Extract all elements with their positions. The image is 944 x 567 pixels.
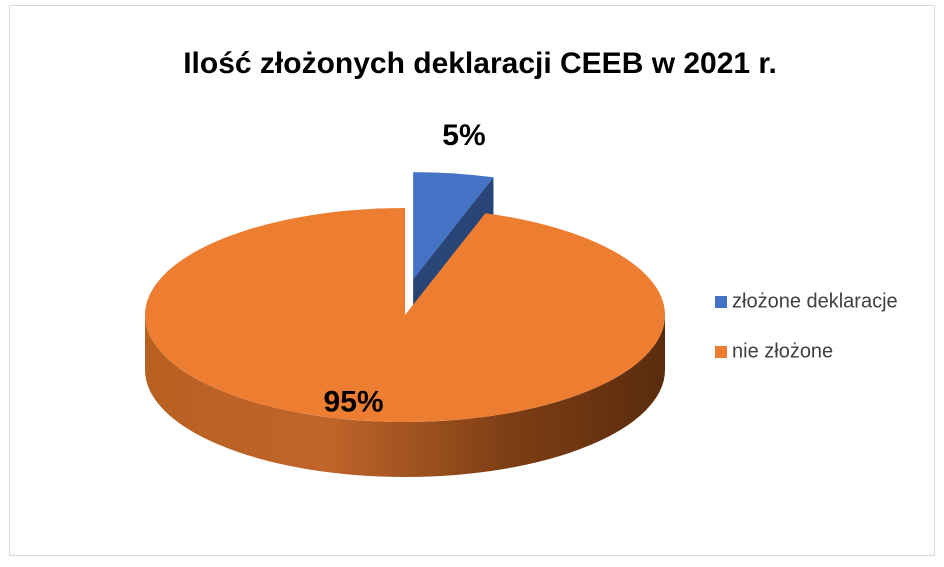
data-label: 5% bbox=[442, 119, 485, 152]
legend-label: złożone deklaracje bbox=[732, 290, 898, 312]
chart-title: Ilość złożonych deklaracji CEEB w 2021 r… bbox=[183, 47, 777, 80]
legend-swatch bbox=[715, 346, 727, 358]
data-label: 95% bbox=[324, 386, 384, 419]
pie-slice bbox=[144, 208, 665, 423]
legend-label: nie złożone bbox=[732, 340, 833, 362]
legend-swatch bbox=[715, 296, 727, 308]
pie-slice bbox=[413, 172, 494, 280]
slice-side bbox=[145, 315, 665, 477]
